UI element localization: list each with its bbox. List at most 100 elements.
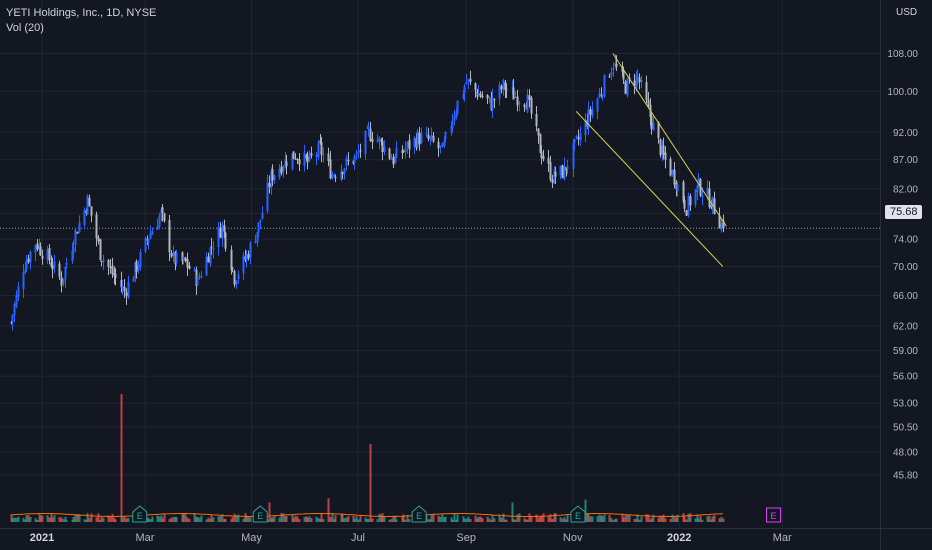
volume-bar bbox=[390, 518, 393, 522]
candle-body bbox=[327, 153, 330, 161]
candle-body bbox=[268, 183, 271, 188]
candle-body bbox=[381, 141, 384, 152]
earnings-badge[interactable]: E bbox=[765, 507, 781, 523]
candle-body bbox=[671, 170, 674, 175]
channel-line-upper[interactable] bbox=[612, 53, 727, 227]
candle-body bbox=[219, 227, 222, 238]
volume-bar bbox=[39, 515, 42, 522]
volume-bar bbox=[306, 517, 309, 522]
candle-body bbox=[41, 255, 44, 259]
candle-body bbox=[315, 154, 318, 157]
volume-bar bbox=[247, 516, 250, 522]
volume-bar bbox=[640, 516, 643, 522]
volume-bar bbox=[624, 515, 627, 522]
earnings-badge[interactable]: E bbox=[252, 505, 268, 523]
candle-body bbox=[125, 292, 128, 296]
candle-body bbox=[175, 252, 178, 264]
candle-body bbox=[306, 156, 309, 163]
volume-bar bbox=[76, 513, 79, 522]
candle-body bbox=[17, 286, 20, 297]
volume-bar bbox=[182, 513, 185, 522]
y-tick-label: 50.50 bbox=[893, 422, 918, 433]
candle-body bbox=[408, 139, 411, 150]
candle-body bbox=[320, 141, 323, 155]
volume-bar bbox=[537, 517, 540, 522]
candle-body bbox=[292, 151, 295, 159]
channel-line-lower[interactable] bbox=[575, 111, 724, 267]
candle-body bbox=[547, 157, 550, 164]
candle-body bbox=[493, 99, 496, 101]
candle-body bbox=[418, 132, 421, 145]
volume-indicator-label[interactable]: Vol (20) bbox=[6, 22, 44, 34]
volume-bar bbox=[381, 513, 384, 522]
candle-body bbox=[51, 265, 54, 270]
candle-body bbox=[340, 170, 343, 180]
volume-bar bbox=[657, 517, 660, 522]
earnings-badge[interactable]: E bbox=[570, 505, 586, 523]
candle-body bbox=[371, 139, 374, 142]
candle-body bbox=[181, 252, 184, 262]
candle-body bbox=[266, 182, 269, 212]
candle-body bbox=[708, 188, 711, 207]
candle-body bbox=[29, 251, 32, 263]
candle-body bbox=[53, 261, 56, 268]
y-tick-label: 59.00 bbox=[893, 346, 918, 357]
candle-body bbox=[76, 232, 79, 234]
candle-body bbox=[689, 196, 692, 206]
volume-bar bbox=[633, 518, 636, 522]
candle-body bbox=[317, 142, 320, 157]
volume-bar bbox=[97, 513, 100, 522]
candle-body bbox=[13, 304, 16, 316]
volume-bar bbox=[217, 516, 220, 522]
volume-bar bbox=[149, 519, 152, 522]
x-tick-label: Mar bbox=[136, 532, 155, 544]
candle-body bbox=[579, 133, 582, 141]
candle-body bbox=[168, 219, 171, 253]
candle-body bbox=[259, 219, 262, 223]
candle-body bbox=[254, 241, 257, 243]
candle-body bbox=[196, 275, 199, 286]
volume-bar bbox=[687, 513, 690, 522]
volume-bar bbox=[526, 519, 529, 522]
candle-body bbox=[416, 131, 419, 148]
candle-body bbox=[650, 115, 653, 129]
volume-bar bbox=[271, 517, 274, 522]
volume-bar bbox=[221, 514, 224, 522]
candle-body bbox=[647, 99, 650, 106]
volume-bar bbox=[280, 513, 283, 522]
candle-body bbox=[27, 258, 30, 262]
volume-bar bbox=[444, 516, 447, 522]
candle-body bbox=[90, 206, 93, 216]
volume-bar bbox=[359, 515, 362, 522]
candle-body bbox=[156, 226, 159, 230]
candle-body bbox=[572, 143, 575, 169]
volume-bar bbox=[378, 513, 381, 522]
volume-bar bbox=[120, 394, 123, 522]
symbol-title[interactable]: YETI Holdings, Inc., 1D, NYSE bbox=[6, 7, 157, 19]
volume-bar bbox=[294, 515, 297, 522]
earnings-badge[interactable]: E bbox=[132, 505, 148, 523]
volume-bar bbox=[78, 514, 81, 522]
candle-body bbox=[453, 115, 456, 121]
earnings-badge[interactable]: E bbox=[411, 505, 427, 523]
volume-bar bbox=[308, 516, 311, 522]
candle-body bbox=[86, 195, 89, 215]
candle-body bbox=[420, 133, 423, 144]
volume-bar bbox=[210, 515, 213, 522]
candle-body bbox=[100, 261, 103, 263]
volume-bar bbox=[233, 513, 236, 522]
volume-bar bbox=[27, 515, 30, 522]
volume-bar bbox=[689, 513, 692, 522]
candle-body bbox=[345, 158, 348, 167]
volume-bar bbox=[628, 514, 631, 522]
candle-body bbox=[477, 93, 480, 95]
candle-body bbox=[170, 252, 173, 257]
candle-body bbox=[172, 252, 175, 256]
candle-body bbox=[46, 249, 49, 260]
volume-bar bbox=[671, 514, 674, 522]
candle-body bbox=[566, 166, 569, 170]
volume-bar bbox=[95, 517, 98, 522]
volume-bar bbox=[353, 518, 356, 522]
